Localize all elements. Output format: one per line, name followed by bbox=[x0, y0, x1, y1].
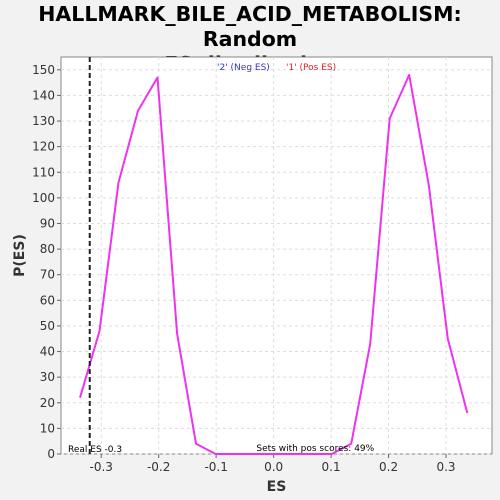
y-tick-label: 70 bbox=[40, 268, 55, 282]
y-tick-label: 140 bbox=[32, 88, 55, 102]
x-tick-label: -0.1 bbox=[204, 460, 227, 474]
y-tick-label: 150 bbox=[32, 63, 55, 77]
y-tick-label: 80 bbox=[40, 242, 55, 256]
y-tick-label: 40 bbox=[40, 345, 55, 359]
real-es-label: Real ES -0.3 bbox=[68, 445, 122, 455]
y-tick-label: 100 bbox=[32, 191, 55, 205]
axis-ticks: 0 10 20 30 40 50 60 70 80 90 100 110 120 130 140 150 -0.… bbox=[32, 63, 455, 474]
x-axis-label: ES bbox=[267, 479, 287, 495]
y-tick-label: 20 bbox=[40, 396, 55, 410]
legend-item: '2' (Neg ES) bbox=[217, 63, 270, 73]
y-tick-label: 60 bbox=[40, 293, 55, 307]
y-axis-label: P(ES) bbox=[12, 234, 28, 277]
y-tick-label: 0 bbox=[47, 447, 55, 461]
x-tick-label: -0.3 bbox=[90, 460, 113, 474]
y-tick-label: 90 bbox=[40, 216, 55, 230]
y-tick-label: 120 bbox=[32, 140, 55, 154]
legend-item: '1' (Pos ES) bbox=[286, 63, 336, 73]
series-group bbox=[79, 73, 469, 455]
y-tick-label: 30 bbox=[40, 370, 55, 384]
x-tick-label: 0.0 bbox=[264, 460, 283, 474]
y-tick-label: 110 bbox=[32, 165, 55, 179]
x-tick-label: 0.1 bbox=[322, 460, 341, 474]
x-tick-label: 0.2 bbox=[379, 460, 398, 474]
y-tick-label: 10 bbox=[40, 421, 55, 435]
y-tick-label: 50 bbox=[40, 319, 55, 333]
legend: '2' (Neg ES) '1' (Pos ES) bbox=[217, 63, 336, 73]
es-distribution-line bbox=[79, 73, 469, 455]
x-tick-label: 0.3 bbox=[436, 460, 455, 474]
chart-title-line-1: HALLMARK_BILE_ACID_METABOLISM: Random bbox=[38, 2, 462, 51]
y-tick-label: 130 bbox=[32, 114, 55, 128]
x-tick-label: -0.2 bbox=[147, 460, 170, 474]
pos-scores-annotation: Sets with pos scores: 49% bbox=[256, 444, 374, 454]
grid bbox=[61, 57, 492, 455]
plot-area bbox=[60, 56, 493, 455]
